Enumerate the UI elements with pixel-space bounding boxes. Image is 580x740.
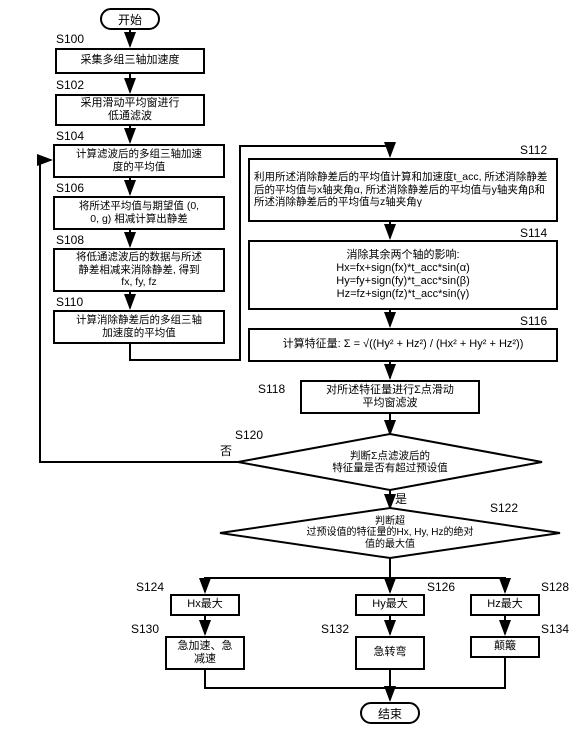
box-s128: Hz最大 [470, 594, 540, 616]
step-label-s130: S130 [131, 622, 159, 636]
label: 开始 [118, 11, 142, 28]
step-label-s104: S104 [56, 129, 84, 143]
step-label-s124: S124 [136, 580, 164, 594]
box-s126: Hy最大 [355, 594, 425, 616]
box-s124: Hx最大 [170, 594, 240, 616]
box-s112: 利用所述消除静差后的平均值计算和加速度t_acc, 所述消除静差后的平均值与x轴… [248, 158, 558, 222]
text: 采用滑动平均窗进行 低通滤波 [81, 97, 180, 123]
box-s100: 采集多组三轴加速度 [55, 48, 205, 74]
text: 将所述平均值与期望值 (0, 0, g) 相减计算出静差 [79, 200, 199, 225]
text: 判断Σ点滤波后的 特征量是否有超过预设值 [332, 450, 448, 474]
box-s114: 消除其余两个轴的影响: Hx=fx+sign(fx)*t_acc*sin(α) … [248, 240, 558, 310]
box-s118: 对所述特征量进行Σ点滑动 平均窗滤波 [300, 380, 480, 414]
step-label-s126: S126 [427, 580, 455, 594]
step-label-s100: S100 [56, 32, 84, 46]
terminal-start: 开始 [100, 8, 160, 30]
step-label-s116: S116 [520, 314, 547, 328]
label: 结束 [378, 705, 402, 722]
box-s134: 颠簸 [470, 636, 540, 658]
step-label-s128: S128 [541, 580, 569, 594]
text: Hy最大 [372, 598, 407, 611]
step-label-s134: S134 [541, 622, 569, 636]
text: 计算滤波后的多组三轴加速 度的平均值 [76, 148, 202, 173]
step-label-s108: S108 [56, 233, 84, 247]
box-s116: 计算特征量: Σ = √((Hy² + Hz²) / (Hx² + Hy² + … [248, 328, 558, 362]
box-s130: 急加速、急 减速 [165, 636, 245, 670]
branch-yes: 是 [395, 490, 407, 507]
text: Hz最大 [487, 598, 522, 611]
text: 急转弯 [374, 646, 407, 659]
text: 采集多组三轴加速度 [81, 54, 180, 67]
box-s110: 计算消除静差后的多组三轴 加速度的平均值 [53, 310, 225, 344]
step-label-s118: S118 [258, 382, 285, 396]
decision-s120-text: 判断Σ点滤波后的 特征量是否有超过预设值 [300, 444, 480, 480]
step-label-s110: S110 [56, 295, 83, 309]
step-label-s114: S114 [520, 226, 547, 240]
box-s108: 将低通滤波后的数据与所述 静差相减来消除静差, 得到 fx, fy, fz [53, 248, 225, 292]
text: 计算特征量: Σ = √((Hy² + Hz²) / (Hx² + Hy² + … [283, 338, 524, 351]
text: 对所述特征量进行Σ点滑动 平均窗滤波 [326, 384, 454, 410]
decision-s122-text: 判断超 过预设值的特征量的Hx, Hy, Hz的绝对 值的最大值 [270, 512, 510, 554]
box-s132: 急转弯 [355, 636, 425, 670]
text: 判断超 过预设值的特征量的Hx, Hy, Hz的绝对 值的最大值 [306, 516, 473, 551]
text: 颠簸 [494, 640, 516, 653]
text: 消除其余两个轴的影响: Hx=fx+sign(fx)*t_acc*sin(α) … [336, 249, 470, 302]
step-label-s102: S102 [56, 78, 84, 92]
branch-no: 否 [220, 442, 232, 459]
step-label-s122: S122 [490, 501, 518, 515]
text: 利用所述消除静差后的平均值计算和加速度t_acc, 所述消除静差后的平均值与x轴… [254, 171, 552, 209]
text: 将低通滤波后的数据与所述 静差相减来消除静差, 得到 fx, fy, fz [76, 251, 202, 289]
box-s102: 采用滑动平均窗进行 低通滤波 [55, 94, 205, 126]
step-label-s112: S112 [520, 143, 547, 157]
terminal-end: 结束 [360, 702, 420, 724]
step-label-s120: S120 [235, 428, 263, 442]
text: 急加速、急 减速 [178, 640, 233, 666]
step-label-s132: S132 [321, 622, 349, 636]
step-label-s106: S106 [56, 181, 84, 195]
box-s104: 计算滤波后的多组三轴加速 度的平均值 [53, 144, 225, 178]
box-s106: 将所述平均值与期望值 (0, 0, g) 相减计算出静差 [53, 196, 225, 230]
text: 计算消除静差后的多组三轴 加速度的平均值 [76, 314, 202, 339]
text: Hx最大 [187, 598, 222, 611]
